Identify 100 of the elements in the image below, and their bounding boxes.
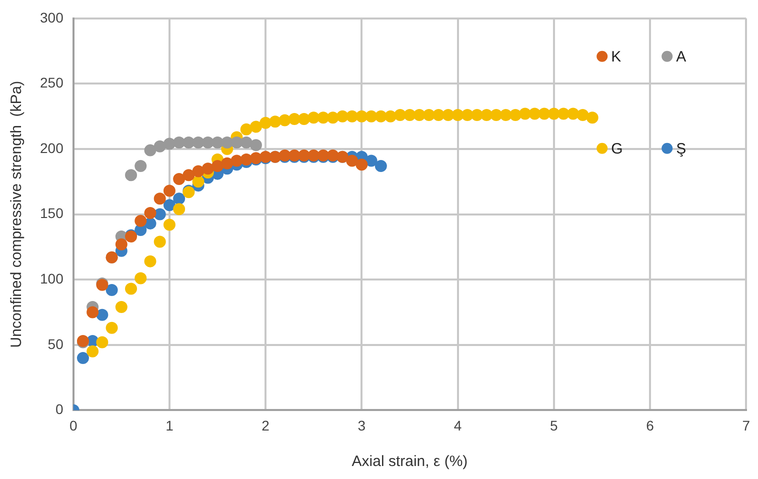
- point: [336, 110, 348, 122]
- point: [212, 136, 224, 148]
- point: [509, 109, 522, 122]
- y-tick-label: 300: [40, 9, 64, 26]
- point: [346, 110, 358, 122]
- point: [442, 109, 454, 122]
- point: [106, 284, 118, 296]
- point: [346, 154, 358, 167]
- x-tick-label: 4: [454, 417, 462, 434]
- x-tick-label: 5: [550, 417, 558, 434]
- point: [163, 184, 176, 197]
- point: [471, 109, 484, 122]
- point: [144, 255, 156, 268]
- point: [173, 192, 186, 205]
- point: [154, 208, 166, 220]
- point: [154, 140, 166, 152]
- point: [125, 282, 138, 295]
- point: [404, 109, 416, 122]
- point: [260, 116, 272, 129]
- point: [240, 123, 252, 136]
- point: [182, 136, 195, 148]
- point: [115, 301, 128, 314]
- point: [269, 116, 282, 128]
- point: [96, 308, 108, 321]
- y-tick-label: 250: [40, 74, 64, 91]
- point: [413, 109, 426, 122]
- y-tick-label: 150: [40, 205, 64, 222]
- point: [125, 169, 138, 182]
- point: [500, 109, 512, 122]
- point: [461, 109, 474, 122]
- point: [221, 157, 234, 170]
- point: [173, 136, 186, 148]
- point: [365, 110, 378, 122]
- point: [250, 139, 262, 152]
- point: [356, 110, 368, 122]
- point: [154, 236, 166, 248]
- y-tick-label: 200: [40, 140, 64, 156]
- point: [144, 144, 156, 156]
- point: [163, 218, 176, 231]
- point: [134, 214, 147, 227]
- point: [480, 109, 493, 122]
- point: [115, 238, 128, 250]
- point: [154, 192, 166, 205]
- point: [298, 112, 310, 125]
- point: [202, 136, 214, 148]
- point: [182, 169, 195, 182]
- point: [394, 109, 406, 122]
- point: [86, 345, 99, 358]
- legend-label: K: [611, 48, 622, 66]
- point: [374, 110, 387, 122]
- legend-label: Ş: [676, 140, 686, 158]
- point: [192, 136, 204, 148]
- x-axis-title: Axial strain, ε (%): [352, 453, 468, 470]
- point: [240, 153, 252, 166]
- point: [288, 112, 300, 125]
- point: [144, 206, 156, 219]
- x-tick-label: 1: [166, 417, 174, 434]
- x-tick-label: 7: [742, 417, 750, 434]
- point: [192, 176, 204, 188]
- point: [432, 109, 445, 122]
- point: [250, 120, 262, 133]
- point: [212, 160, 224, 172]
- point: [548, 108, 560, 120]
- point: [221, 136, 234, 148]
- point: [528, 108, 541, 120]
- point: [192, 165, 204, 178]
- point: [230, 136, 243, 148]
- point: [452, 109, 464, 122]
- point: [356, 158, 368, 171]
- point: [422, 109, 435, 122]
- legend-label: A: [676, 48, 686, 66]
- legend-label: G: [611, 140, 623, 158]
- point: [490, 109, 502, 122]
- x-tick-label: 0: [69, 417, 78, 434]
- x-tick-label: 3: [358, 417, 366, 434]
- point: [374, 160, 387, 172]
- point: [163, 199, 176, 212]
- point: [173, 203, 186, 216]
- point: [567, 108, 580, 120]
- y-tick-label: 0: [56, 401, 64, 418]
- point: [576, 109, 589, 122]
- point: [202, 162, 214, 175]
- point: [134, 272, 147, 284]
- point: [106, 322, 118, 334]
- point: [173, 173, 186, 186]
- point: [96, 336, 108, 348]
- point: [586, 112, 598, 124]
- point: [240, 136, 252, 148]
- point: [76, 352, 89, 364]
- x-tick-label: 2: [262, 417, 270, 434]
- point: [558, 108, 570, 120]
- point: [317, 112, 330, 124]
- y-tick-label: 50: [48, 336, 64, 352]
- point: [134, 160, 147, 172]
- y-axis-title: Unconfined compressive strength (kPa): [8, 80, 26, 348]
- point: [86, 306, 99, 318]
- point: [163, 138, 176, 150]
- point: [365, 154, 378, 167]
- point: [384, 110, 397, 122]
- y-tick-label: 100: [40, 270, 64, 286]
